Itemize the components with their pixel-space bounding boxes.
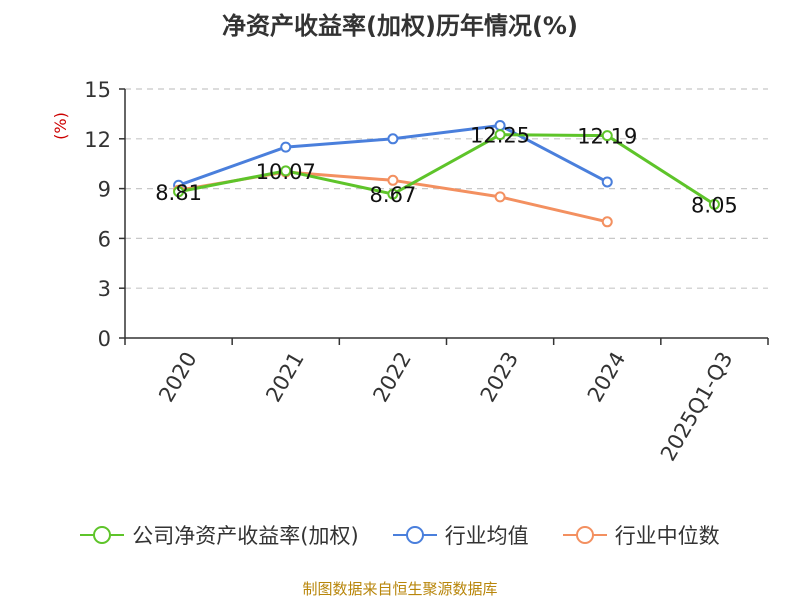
- x-tick-label: 2025Q1-Q3: [656, 348, 738, 465]
- legend-marker: [93, 526, 112, 544]
- legend-item: 公司净资产收益率(加权): [80, 520, 359, 550]
- legend-swatch: [562, 524, 607, 546]
- legend-label: 行业中位数: [614, 524, 720, 548]
- y-tick-label: 0: [98, 327, 111, 351]
- chart-title: 净资产收益率(加权)历年情况(%): [222, 12, 578, 40]
- data-point: [387, 188, 399, 200]
- legend-label: 公司净资产收益率(加权): [132, 524, 359, 548]
- data-labels: 8.81 10.07 8.67 12.25 12.19 8.05: [155, 124, 738, 218]
- legend-label: 行业均值: [444, 524, 529, 548]
- legend-item: 行业均值: [392, 520, 529, 550]
- legend-item: 行业中位数: [562, 520, 720, 550]
- x-tick-label: 2021: [261, 348, 309, 406]
- y-axis-label: (%): [51, 112, 70, 140]
- data-point: [601, 130, 613, 142]
- data-point: [494, 191, 506, 203]
- data-label: 8.05: [691, 193, 738, 217]
- y-tick-label: 9: [98, 178, 111, 202]
- y-tick-label: 15: [84, 78, 111, 102]
- y-tick-label: 6: [98, 227, 111, 251]
- legend-marker: [405, 526, 424, 544]
- y-tick-label: 12: [84, 128, 111, 152]
- data-label: 8.67: [370, 183, 417, 207]
- legend-marker: [575, 526, 594, 544]
- x-tick-label: 2020: [154, 348, 202, 406]
- data-point: [601, 216, 613, 228]
- legend: 公司净资产收益率(加权) 行业均值 行业中位数: [0, 520, 800, 550]
- data-point: [708, 198, 720, 210]
- x-tick-label: 2022: [368, 348, 416, 406]
- data-point: [173, 186, 185, 198]
- data-label: 12.19: [577, 125, 637, 149]
- data-label: 12.25: [470, 124, 530, 148]
- data-point: [387, 174, 399, 186]
- data-point: [387, 133, 399, 145]
- legend-swatch: [80, 524, 125, 546]
- x-tick-label: 2023: [476, 348, 524, 406]
- data-point: [280, 165, 292, 177]
- y-tick-label: 3: [98, 277, 111, 301]
- legend-swatch: [392, 524, 437, 546]
- data-point: [280, 141, 292, 153]
- source-note: 制图数据来自恒生聚源数据库: [302, 580, 498, 598]
- x-tick-label: 2024: [583, 348, 631, 406]
- data-point: [601, 176, 613, 188]
- series-lines: [173, 120, 720, 228]
- data-label: 10.07: [256, 160, 316, 184]
- data-point: [494, 129, 506, 141]
- data-label: 8.81: [155, 181, 202, 205]
- series-line: [178, 133, 716, 206]
